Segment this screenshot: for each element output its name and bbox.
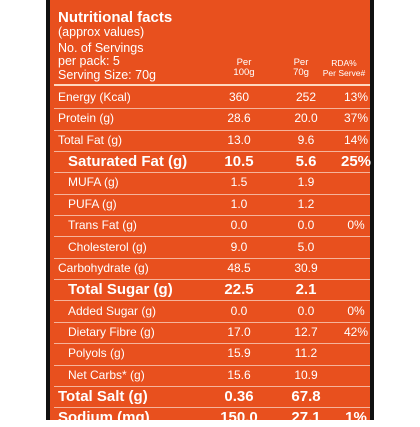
nutrient-row: Dietary Fibre (g) 17.0 12.7 42% bbox=[50, 323, 370, 341]
value-per70g: 0.0 bbox=[297, 218, 315, 233]
column-header-per70: Per 70g bbox=[293, 57, 309, 78]
nutrient-name: Protein (g) bbox=[58, 111, 115, 126]
row-divider bbox=[54, 257, 370, 259]
value-per100g: 48.5 bbox=[227, 261, 251, 275]
nutrient-row: PUFA (g) 1.0 1.2 bbox=[50, 195, 370, 213]
nutrient-name: Total Fat (g) bbox=[58, 132, 123, 147]
nutrient-name: Cholesterol (g) bbox=[68, 239, 147, 254]
value-per70g: 1.2 bbox=[297, 196, 315, 211]
value-per70g: 1.9 bbox=[297, 175, 315, 190]
nutrient-row: Total Sugar (g) 22.5 2.1 bbox=[50, 280, 370, 299]
row-divider bbox=[54, 364, 370, 366]
nutrient-name: Polyols (g) bbox=[68, 346, 125, 361]
value-per70g: 67.8 bbox=[291, 388, 321, 406]
nutrient-name: Trans Fat (g) bbox=[68, 218, 137, 233]
row-divider bbox=[54, 129, 370, 131]
nutrition-title: Nutritional facts bbox=[58, 9, 173, 26]
value-per100g: 1.0 bbox=[230, 196, 248, 211]
value-per70g: 27.1 bbox=[291, 409, 321, 427]
value-rda: 13% bbox=[343, 90, 369, 104]
row-divider bbox=[54, 386, 370, 387]
servings-count: per pack: 5 bbox=[58, 54, 120, 68]
row-divider bbox=[54, 343, 370, 345]
value-per100g: 17.0 bbox=[227, 325, 251, 339]
nutrient-row: Cholesterol (g) 9.0 5.0 bbox=[50, 238, 370, 256]
value-rda: 0% bbox=[347, 303, 365, 318]
nutrient-name: Saturated Fat (g) bbox=[68, 153, 188, 171]
value-per70g: 20.0 bbox=[294, 111, 318, 126]
serving-size: Serving Size: 70g bbox=[58, 67, 156, 82]
row-divider bbox=[54, 300, 370, 302]
nutrition-header: Nutritional facts (approx values) No. of… bbox=[58, 10, 370, 82]
value-per100g: 10.5 bbox=[224, 153, 254, 171]
value-per70g: 5.6 bbox=[295, 153, 317, 171]
nutrient-name: Added Sugar (g) bbox=[68, 303, 157, 318]
row-divider bbox=[54, 151, 370, 152]
value-per100g: 0.0 bbox=[230, 303, 248, 318]
value-per100g: 13.0 bbox=[227, 132, 251, 147]
nutrient-row: Energy (Kcal) 360 252 13% bbox=[50, 88, 370, 106]
nutrient-row: Total Salt (g) 0.36 67.8 bbox=[50, 387, 370, 406]
nutrient-name: PUFA (g) bbox=[68, 196, 117, 211]
value-per70g: 2.1 bbox=[295, 281, 317, 299]
nutrient-name: Net Carbs* (g) bbox=[68, 367, 145, 382]
row-divider bbox=[54, 407, 370, 409]
header-divider bbox=[54, 84, 370, 86]
value-rda: 1% bbox=[345, 409, 367, 427]
value-per100g: 9.0 bbox=[230, 239, 248, 254]
value-per70g: 10.9 bbox=[294, 367, 318, 382]
value-rda: 14% bbox=[343, 132, 369, 147]
value-rda: 25% bbox=[340, 153, 372, 171]
nutrient-name: MUFA (g) bbox=[68, 175, 119, 190]
value-per100g: 0.36 bbox=[224, 388, 254, 406]
value-per70g: 5.0 bbox=[297, 239, 315, 254]
servings-label: No. of Servings bbox=[58, 40, 144, 55]
nutrient-name: Sodium (mg) bbox=[58, 409, 150, 427]
value-per70g: 11.2 bbox=[294, 346, 318, 361]
value-per100g: 1.5 bbox=[230, 175, 248, 190]
value-per100g: 150.0 bbox=[220, 409, 258, 427]
nutrient-row: Saturated Fat (g) 10.5 5.6 25% bbox=[50, 152, 371, 171]
value-per70g: 30.9 bbox=[294, 261, 318, 275]
row-divider bbox=[54, 108, 370, 110]
nutrient-row: Polyols (g) 15.9 11.2 bbox=[50, 344, 370, 362]
row-divider bbox=[54, 321, 370, 323]
nutrient-name: Dietary Fibre (g) bbox=[68, 325, 155, 339]
nutrient-row: Total Fat (g) 13.0 9.6 14% bbox=[50, 131, 370, 149]
nutrient-row: MUFA (g) 1.5 1.9 bbox=[50, 173, 370, 191]
nutrient-row: Net Carbs* (g) 15.6 10.9 bbox=[50, 366, 370, 384]
nutrient-row: Trans Fat (g) 0.0 0.0 0% bbox=[50, 216, 370, 234]
nutrition-panel: Nutritional facts (approx values) No. of… bbox=[46, 0, 374, 426]
nutrient-name: Total Sugar (g) bbox=[68, 281, 173, 299]
nutrient-row: Sodium (mg) 150.0 27.1 1% bbox=[50, 408, 370, 427]
value-per100g: 0.0 bbox=[230, 218, 248, 233]
value-rda: 0% bbox=[347, 218, 365, 233]
row-divider bbox=[54, 279, 370, 281]
nutrient-row: Carbohydrate (g) 48.5 30.9 bbox=[50, 259, 370, 277]
nutrient-name: Total Salt (g) bbox=[58, 388, 148, 406]
value-per70g: 12.7 bbox=[294, 325, 318, 339]
value-rda: 42% bbox=[343, 325, 369, 339]
nutrition-subtitle: (approx values) bbox=[58, 25, 145, 39]
value-per70g: 252 bbox=[295, 90, 317, 104]
column-header-rda: RDA% Per Serve# bbox=[322, 58, 366, 78]
nutrient-name: Carbohydrate (g) bbox=[58, 261, 149, 275]
row-divider bbox=[54, 193, 370, 195]
value-per100g: 15.9 bbox=[227, 346, 251, 361]
value-rda: 37% bbox=[343, 111, 369, 126]
nutrient-name: Energy (Kcal) bbox=[58, 90, 131, 104]
value-per100g: 15.6 bbox=[227, 367, 251, 382]
nutrient-row: Added Sugar (g) 0.0 0.0 0% bbox=[50, 302, 370, 320]
row-divider bbox=[54, 215, 370, 216]
column-header-per100: Per 100g bbox=[233, 57, 255, 78]
value-per70g: 9.6 bbox=[297, 132, 315, 147]
value-per100g: 360 bbox=[228, 90, 250, 104]
value-per100g: 22.5 bbox=[224, 281, 254, 299]
value-per100g: 28.6 bbox=[227, 111, 251, 126]
nutrient-row: Protein (g) 28.6 20.0 37% bbox=[50, 109, 370, 127]
value-per70g: 0.0 bbox=[297, 303, 315, 318]
row-divider bbox=[54, 236, 370, 238]
row-divider bbox=[54, 172, 370, 174]
